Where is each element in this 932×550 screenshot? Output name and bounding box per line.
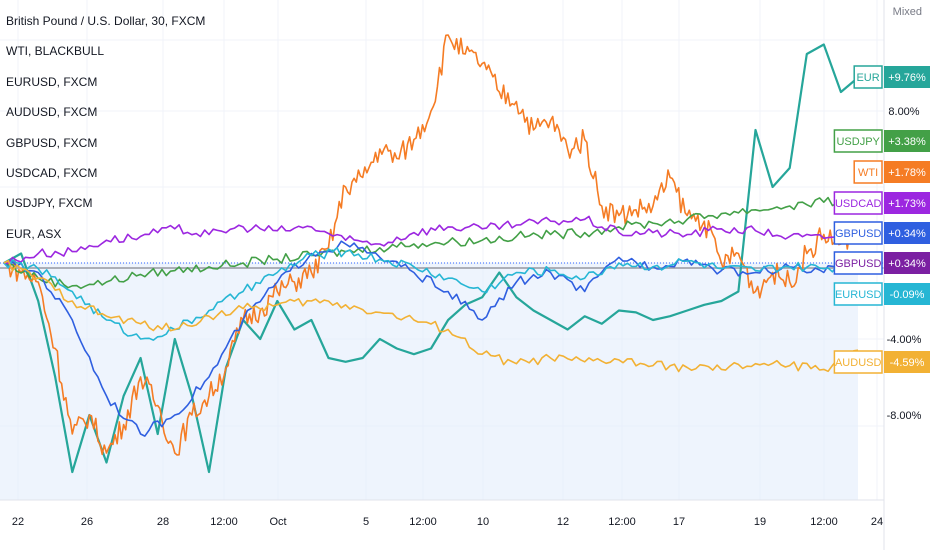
time-axis-tick-label: 5 (363, 516, 369, 528)
time-axis[interactable]: 22 26 28 12:00 Oct 5 12:00 10 12 12:00 17 19 12:00 24 (12, 516, 883, 528)
tag-value-label: +3.38% (888, 136, 926, 148)
last-value-tag-usdcad: USDCAD +1.73% (833, 191, 930, 215)
series-line-usdcad[interactable] (3, 215, 859, 265)
time-axis-tick-label: 12 (557, 516, 569, 528)
last-value-tag-usdjpy: USDJPY +3.38% (833, 129, 930, 153)
time-axis-tick-label: 12:00 (210, 516, 238, 528)
tag-symbol-label: EUR (856, 72, 879, 84)
tag-value-label: +1.73% (888, 198, 926, 210)
legend-item[interactable]: EURUSD, FXCM (6, 74, 98, 89)
series-line-eurusd[interactable] (3, 247, 859, 341)
tag-value-label: +1.78% (888, 167, 926, 179)
tag-symbol-label: EURUSD (835, 289, 882, 301)
last-value-tag-base-gbpusd: GBPUSD +0.34% (833, 251, 930, 275)
time-axis-tick-label: 28 (157, 516, 169, 528)
series-line-eur[interactable] (3, 43, 859, 474)
symbol-legend: British Pound / U.S. Dollar, 30, FXCM WTI… (6, 6, 205, 249)
last-value-tag-audusd: AUDUSD -4.59% (833, 350, 930, 374)
series-line-usdjpy[interactable] (3, 195, 859, 290)
series-line-gbpusd[interactable] (3, 240, 859, 437)
tag-value-label: -0.09% (890, 289, 925, 301)
series-line-audusd[interactable] (3, 260, 859, 373)
last-value-tag-eurusd: EURUSD -0.09% (833, 282, 930, 306)
tag-symbol-label: WTI (858, 167, 878, 179)
last-value-tag-eur: EUR +9.76% (853, 65, 930, 89)
legend-item[interactable]: EUR, ASX (6, 226, 62, 241)
tag-value-label: +0.34% (888, 258, 926, 270)
price-axis-tick-label: 8.00% (888, 106, 919, 118)
tag-symbol-label: USDCAD (835, 198, 882, 210)
legend-item[interactable]: British Pound / U.S. Dollar, 30, FXCM (6, 14, 206, 28)
tag-value-label: -4.59% (890, 357, 925, 369)
last-value-tags: EUR +9.76% WTI +1.78% USDJPY +3.38% USDCAD +1.7… (833, 65, 930, 374)
tag-symbol-label: GBPUSD (835, 228, 882, 240)
legend-item[interactable]: GBPUSD, FXCM (6, 135, 98, 150)
time-axis-tick-label: Oct (269, 516, 286, 528)
tag-symbol-label: USDJPY (836, 136, 880, 148)
last-value-tag-gbpusd: GBPUSD +0.34% (833, 221, 930, 245)
time-axis-tick-label: 22 (12, 516, 24, 528)
base-area-fill (0, 263, 858, 500)
price-axis[interactable]: 8.00% -4.00% -8.00% (887, 106, 922, 422)
legend-item[interactable]: WTI, BLACKBULL (6, 44, 105, 59)
tag-value-label: +0.34% (888, 228, 926, 240)
tag-value-label: +9.76% (888, 72, 926, 84)
time-axis-tick-label: 10 (477, 516, 489, 528)
time-axis-tick-label: 12:00 (409, 516, 437, 528)
time-axis-tick-label: 12:00 (810, 516, 838, 528)
time-axis-tick-label: 24 (871, 516, 883, 528)
time-axis-tick-label: 12:00 (608, 516, 636, 528)
time-axis-tick-label: 17 (673, 516, 685, 528)
time-axis-tick-label: 19 (754, 516, 766, 528)
scale-mode-label[interactable]: Mixed (892, 6, 922, 18)
legend-item[interactable]: USDCAD, FXCM (6, 166, 98, 181)
legend-item[interactable]: USDJPY, FXCM (6, 196, 93, 211)
last-value-tag-wti: WTI +1.78% (853, 160, 930, 184)
price-axis-tick-label: -8.00% (887, 410, 922, 422)
tag-symbol-label: GBPUSD (835, 258, 882, 270)
series-line-wti[interactable] (3, 34, 859, 456)
price-axis-tick-label: -4.00% (887, 334, 922, 346)
tag-symbol-label: AUDUSD (835, 357, 882, 369)
time-axis-tick-label: 26 (81, 516, 93, 528)
legend-item[interactable]: AUDUSD, FXCM (6, 105, 98, 120)
series-layer (3, 34, 859, 474)
